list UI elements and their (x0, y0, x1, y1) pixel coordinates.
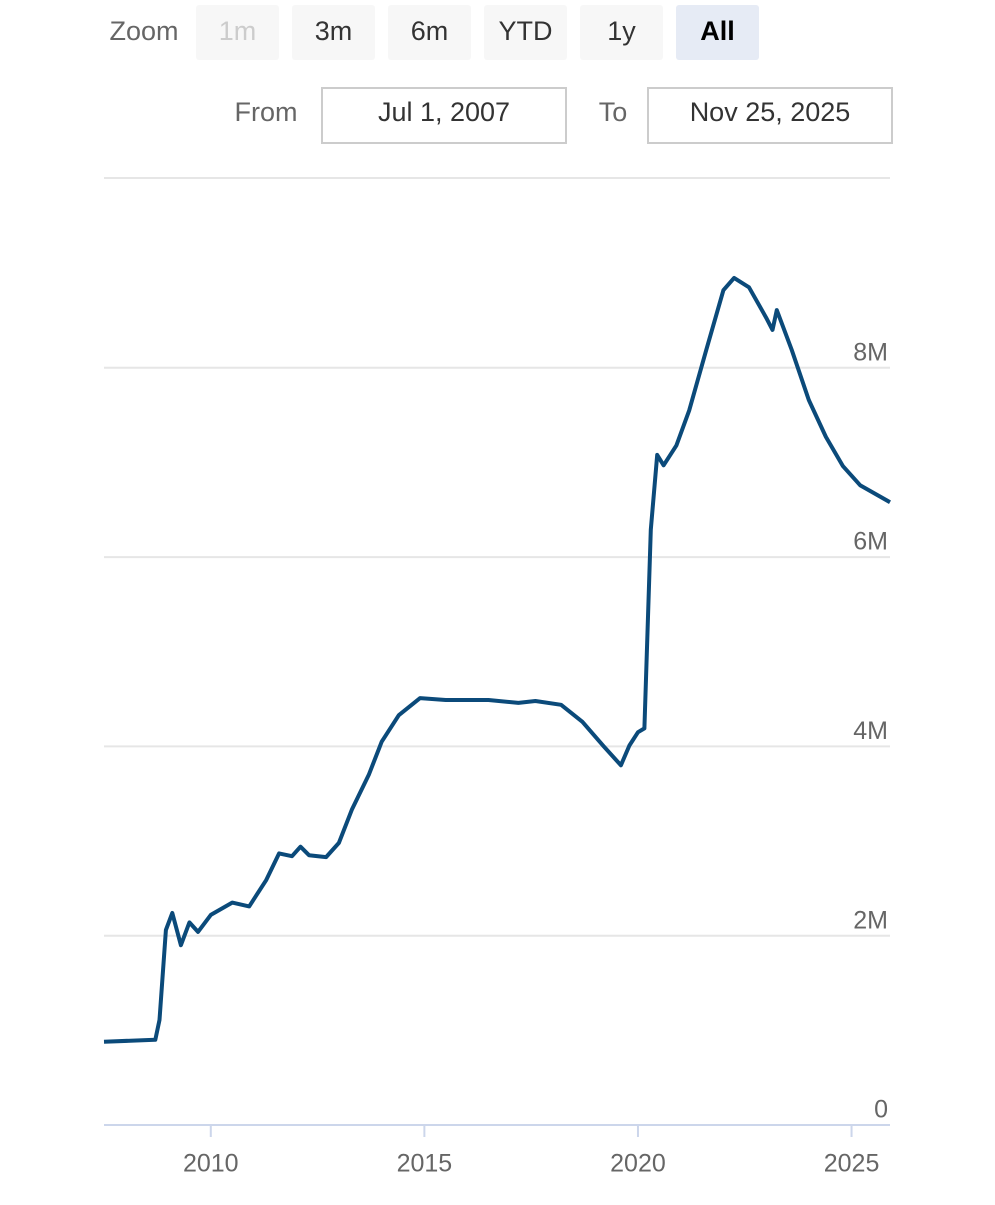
y-tick-label: 6M (853, 528, 888, 556)
zoom-button-label: 3m (315, 16, 353, 46)
zoom-button-label: 6m (411, 16, 449, 46)
zoom-button[interactable] (388, 5, 471, 60)
x-tick-label: 2015 (397, 1150, 453, 1178)
x-tick-label: 2020 (610, 1150, 666, 1178)
to-input[interactable] (647, 87, 893, 144)
zoom-button[interactable] (676, 5, 759, 60)
from-value: Jul 1, 2007 (378, 97, 510, 127)
from-label: From (235, 97, 298, 127)
zoom-button[interactable] (292, 5, 375, 60)
zoom-label: Zoom (109, 16, 178, 46)
y-tick-label: 4M (853, 717, 888, 745)
zoom-button-label: 1y (607, 16, 636, 46)
y-tick-label: 0 (874, 1096, 888, 1124)
zoom-button-label: All (700, 16, 735, 46)
zoom-button[interactable] (580, 5, 663, 60)
x-tick-label: 2025 (824, 1150, 880, 1178)
data-line (103, 275, 891, 1044)
zoom-button[interactable] (484, 5, 567, 60)
zoom-button-label: 1m (219, 16, 257, 46)
zoom-button-label: YTD (499, 16, 553, 46)
to-value: Nov 25, 2025 (690, 97, 851, 127)
y-tick-label: 8M (853, 338, 888, 366)
x-tick-label: 2010 (183, 1150, 239, 1178)
to-label: To (599, 97, 628, 127)
y-tick-label: 2M (853, 906, 888, 934)
zoom-button (196, 5, 279, 60)
from-input[interactable] (321, 87, 567, 144)
